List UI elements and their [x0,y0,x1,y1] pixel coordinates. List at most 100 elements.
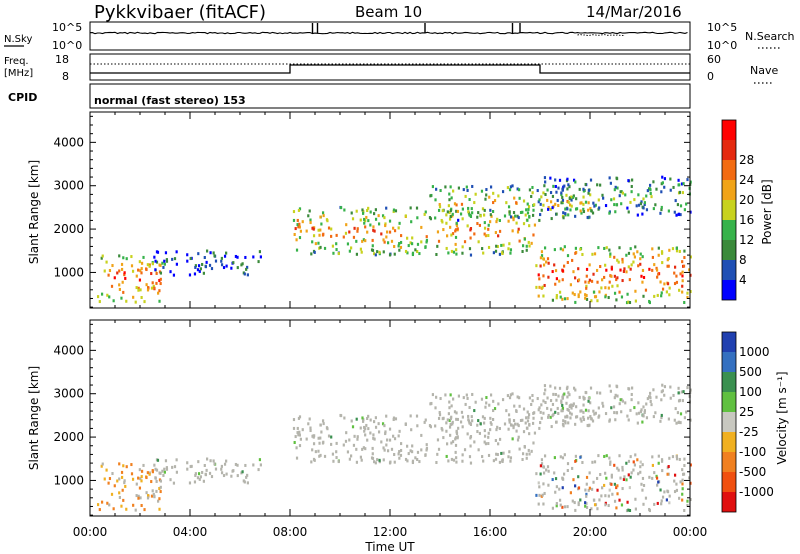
noise-right-tick-bottom: 10^0 [707,39,737,52]
power-cell [294,227,297,231]
velocity-cell [561,406,565,410]
power-cell [585,286,588,290]
power-cell [372,225,375,229]
velocity-cell [549,384,552,388]
velocity-cell [566,407,569,411]
velocity-cell [364,433,367,437]
power-cell [610,267,613,271]
velocity-cell [552,392,555,396]
power-cell [648,183,652,187]
power-cell [625,270,628,274]
velocity-cell [139,477,142,481]
power-cell [460,202,464,206]
noise-right-label: N.Search [745,30,795,43]
power-cell [627,265,630,269]
power-cell [660,182,663,186]
velocity-colorbar-swatch [722,372,736,392]
power-cell [103,269,106,273]
velocity-cell [541,493,544,497]
x-tick-label: 04:00 [173,525,208,539]
velocity-cell [566,505,569,509]
velocity-cell [508,418,511,422]
power-cell [359,247,362,251]
power-cell [643,201,647,205]
velocity-cell [677,391,680,395]
velocity-cell [386,449,390,453]
power-cell [584,296,587,300]
velocity-cell [214,467,218,471]
velocity-cell [515,409,518,413]
velocity-cell [392,416,396,420]
velocity-cell [501,398,505,402]
velocity-cell [477,419,480,423]
velocity-cell [625,478,628,482]
power-cell [598,206,601,210]
velocity-cell [657,461,660,465]
velocity-cell [532,416,535,420]
velocity-cell [137,476,140,480]
power-cell [130,255,133,259]
power-cell [363,217,366,221]
power-cell [382,250,385,254]
power-cell [236,255,239,259]
power-cell [526,218,529,222]
power-cell [196,268,200,272]
velocity-cell [600,494,603,498]
velocity-cell [399,453,403,457]
velocity-cell [377,422,380,426]
velocity-cell [630,471,633,475]
power-cell [651,255,655,259]
velocity-cell [568,405,571,409]
velocity-cell [561,477,564,481]
power-cell [571,258,574,262]
power-cell [193,272,197,276]
power-cell [372,228,375,232]
power-cell [450,249,453,253]
velocity-cell [435,395,438,399]
velocity-cell [598,414,601,418]
power-cell [386,230,389,234]
power-cell [353,226,356,230]
velocity-cell [540,416,543,420]
velocity-cell [494,439,497,443]
velocity-cell [655,395,658,399]
velocity-cell [321,419,325,423]
beam-title: Beam 10 [355,3,422,21]
power-cell [561,278,564,282]
power-cell [515,221,518,225]
freq-left-tick-bottom: 8 [62,70,69,83]
velocity-cell [531,399,534,403]
velocity-cell [555,502,558,506]
velocity-cell [359,426,362,430]
velocity-cell [449,423,452,427]
power-cell [106,293,109,297]
velocity-cell [498,437,502,441]
power-ylabel: Slant Range [km] [27,160,41,264]
velocity-cell [500,451,503,455]
velocity-cell [679,412,683,416]
power-cell [624,193,627,197]
power-cell [498,229,502,233]
power-cell [663,177,667,181]
power-cell [676,203,680,207]
velocity-cell [663,490,666,494]
velocity-cell [331,452,335,456]
velocity-cell [411,461,414,465]
power-cell [652,207,655,211]
power-cell [158,299,161,303]
velocity-cell [567,421,570,425]
power-cell [689,255,692,259]
velocity-cell [571,466,574,470]
power-cell [562,216,565,220]
velocity-cell [487,431,490,435]
power-cell [580,201,583,205]
velocity-cell [469,435,473,439]
power-cell [572,270,575,274]
power-cell [613,274,616,278]
velocity-cell [667,417,670,421]
velocity-cell [121,488,124,492]
power-cell [312,234,316,238]
velocity-cell [661,383,664,387]
power-cell [539,264,542,268]
